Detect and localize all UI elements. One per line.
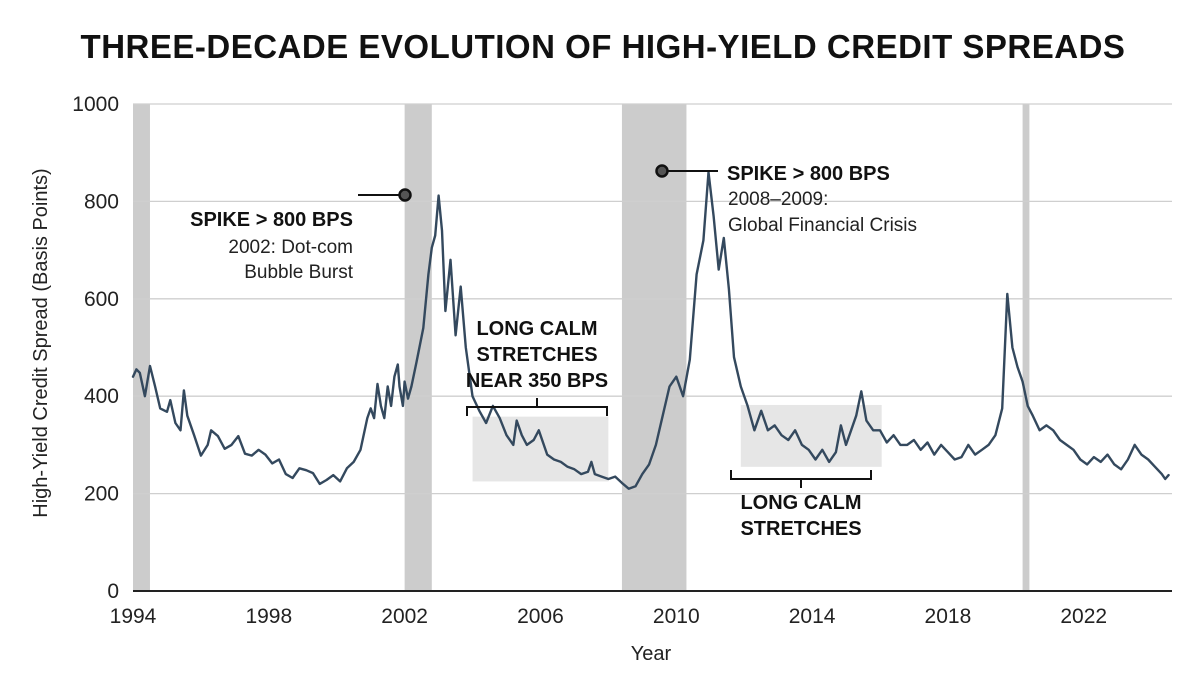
x-tick-label-2010: 2010: [653, 605, 700, 628]
y-tick-label-200: 200: [84, 483, 119, 506]
calm-box-0: [472, 416, 609, 482]
x-tick-label-2022: 2022: [1060, 605, 1107, 628]
annotation-calm-2-line2: STRETCHES: [740, 518, 861, 540]
y-tick-label-1000: 1000: [72, 93, 119, 116]
annotation-gfc: SPIKE > 800 BPS 2008–2009: Global Financ…: [655, 163, 917, 236]
x-tick-label-2014: 2014: [789, 605, 836, 628]
y-tick-label-400: 400: [84, 385, 119, 408]
x-tick-label-1994: 1994: [110, 605, 157, 628]
x-tick-label-2006: 2006: [517, 605, 564, 628]
annotation-calm-1-line1: LONG CALM: [476, 318, 597, 340]
annotation-calm-1-line2: STRETCHES: [476, 344, 597, 366]
annotation-dotcom: SPIKE > 800 BPS 2002: Dot-com Bubble Bur…: [190, 188, 412, 283]
annotation-calm-1: LONG CALM STRETCHES NEAR 350 BPS: [466, 318, 608, 416]
y-tick-label-600: 600: [84, 288, 119, 311]
annotation-calm-1-line3: NEAR 350 BPS: [466, 370, 608, 392]
y-axis-label: High-Yield Credit Spread (Basis Points): [30, 168, 52, 517]
annotation-dotcom-title: SPIKE > 800 BPS: [190, 209, 353, 231]
series-line-group: [131, 171, 1170, 490]
calm-box-1: [740, 404, 882, 467]
x-tick-label-1998: 1998: [245, 605, 292, 628]
x-tick-label-2018: 2018: [925, 605, 972, 628]
annotation-gfc-line2: Global Financial Crisis: [728, 215, 917, 236]
recession-band-3: [1022, 104, 1030, 591]
series-line-0: [131, 171, 1170, 490]
y-tick-label-0: 0: [107, 580, 119, 603]
annotation-gfc-title: SPIKE > 800 BPS: [727, 163, 890, 185]
tick-label-group: 0 200 400 600 800 1000 1994 1998 2002 2006 2010 201…: [72, 93, 1107, 628]
calm-box-group: [472, 404, 882, 482]
grid-group: [133, 103, 1172, 592]
chart-title: THREE-DECADE EVOLUTION OF HIGH-YIELD CRE…: [81, 28, 1126, 65]
annotation-gfc-line1: 2008–2009:: [728, 189, 828, 210]
x-axis-label: Year: [631, 643, 672, 665]
x-tick-label-2002: 2002: [381, 605, 428, 628]
annotation-gfc-marker: [655, 164, 669, 178]
annotation-dotcom-line2: Bubble Burst: [244, 262, 354, 283]
annotation-calm-2: LONG CALM STRETCHES: [730, 470, 872, 540]
annotation-dotcom-line1: 2002: Dot-com: [228, 237, 353, 258]
recession-band-2: [621, 104, 687, 591]
annotation-calm-2-bracket: [730, 470, 872, 488]
annotation-calm-1-bracket: [466, 398, 608, 416]
recession-band-0: [133, 104, 150, 591]
y-tick-label-800: 800: [84, 190, 119, 213]
annotation-calm-2-line1: LONG CALM: [740, 492, 861, 514]
annotation-dotcom-marker: [398, 188, 412, 202]
